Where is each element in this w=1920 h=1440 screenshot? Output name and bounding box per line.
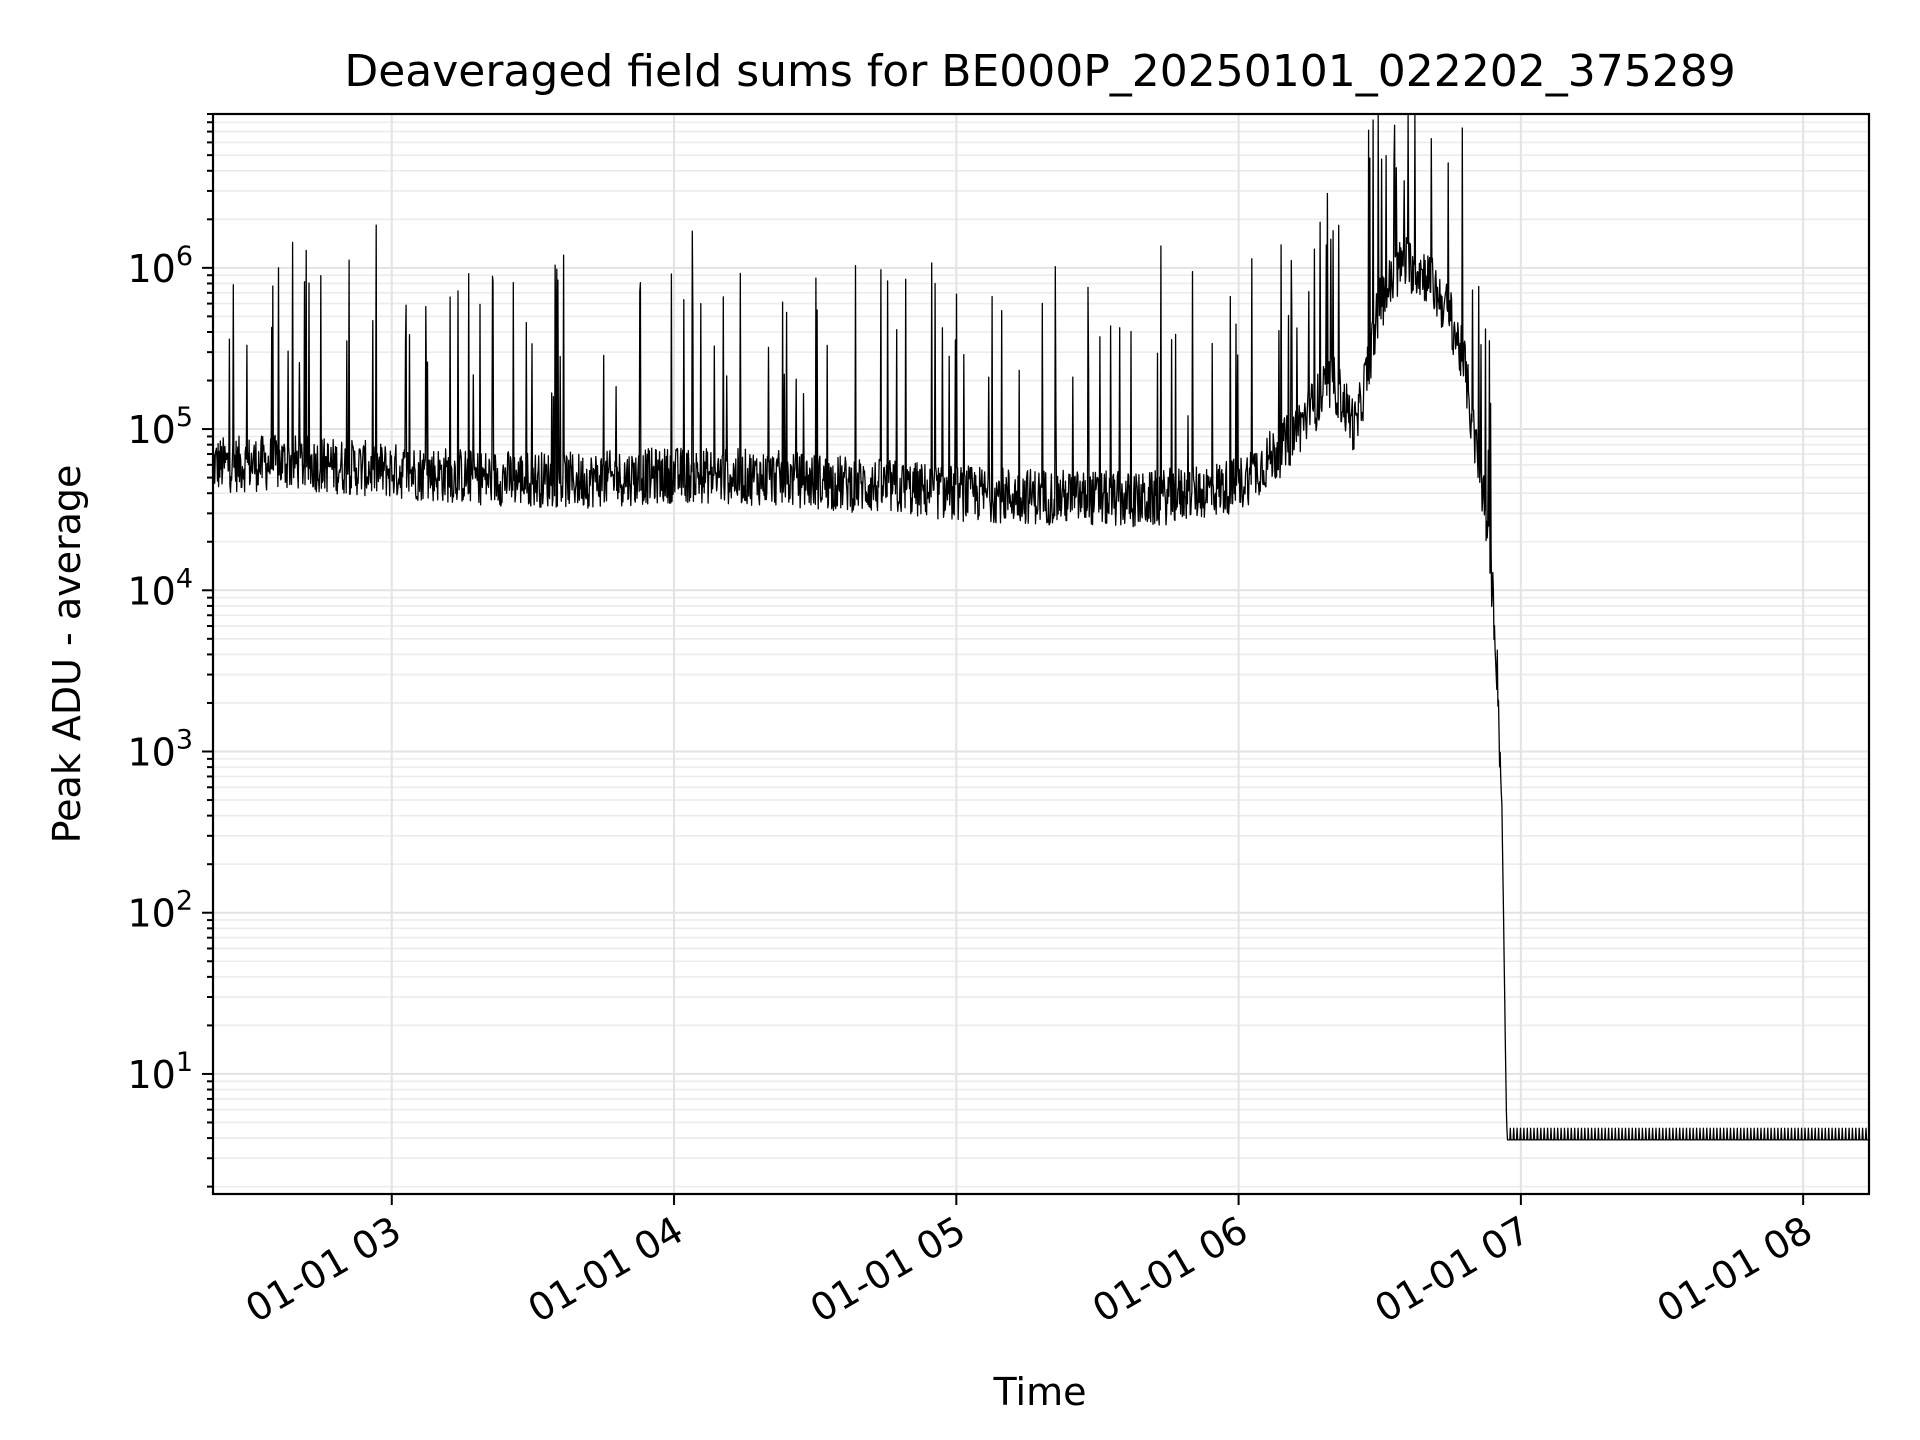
- y-tick-label: 103: [127, 724, 193, 774]
- x-tick-label: 01-01 04: [521, 1208, 691, 1332]
- y-tick-label: 104: [127, 563, 193, 613]
- x-tick-labels: 01-01 03 01-01 04 01-01 05 01-01 06 01-01 07…: [238, 1208, 1819, 1332]
- y-tick-label: 102: [127, 886, 193, 936]
- series-layer: [212, 114, 1869, 1141]
- axis-ticks: [202, 113, 1805, 1205]
- y-tick-label-exponent: 5: [176, 402, 193, 433]
- x-tick-label: 01-01 06: [1085, 1208, 1255, 1332]
- x-tick-label: 01-01 03: [238, 1208, 408, 1332]
- y-tick-label-base: 10: [127, 730, 175, 774]
- x-tick-label: 01-01 08: [1650, 1208, 1820, 1332]
- x-tick-label: 01-01 07: [1367, 1208, 1537, 1332]
- y-tick-label-base: 10: [127, 569, 175, 613]
- y-tick-label-base: 10: [127, 408, 175, 452]
- y-tick-label: 106: [127, 241, 193, 291]
- y-tick-label: 105: [127, 402, 193, 452]
- y-tick-label: 101: [127, 1047, 193, 1097]
- y-tick-label-base: 10: [127, 1053, 175, 1097]
- x-tick-label: 01-01 05: [803, 1208, 973, 1332]
- y-tick-label-exponent: 4: [176, 563, 193, 594]
- y-tick-label-exponent: 3: [176, 724, 193, 755]
- y-axis-label: Peak ADU - average: [45, 465, 89, 844]
- y-tick-label-base: 10: [127, 892, 175, 936]
- y-tick-label-exponent: 1: [176, 1047, 193, 1078]
- grid: [213, 113, 1869, 1194]
- y-tick-label-base: 10: [127, 247, 175, 291]
- x-axis-label: Time: [993, 1370, 1087, 1414]
- y-tick-label-exponent: 2: [176, 886, 193, 917]
- chart-title: Deaveraged field sums for BE000P_2025010…: [344, 46, 1735, 97]
- series-line: [212, 114, 1869, 1141]
- y-tick-label-exponent: 6: [176, 241, 193, 272]
